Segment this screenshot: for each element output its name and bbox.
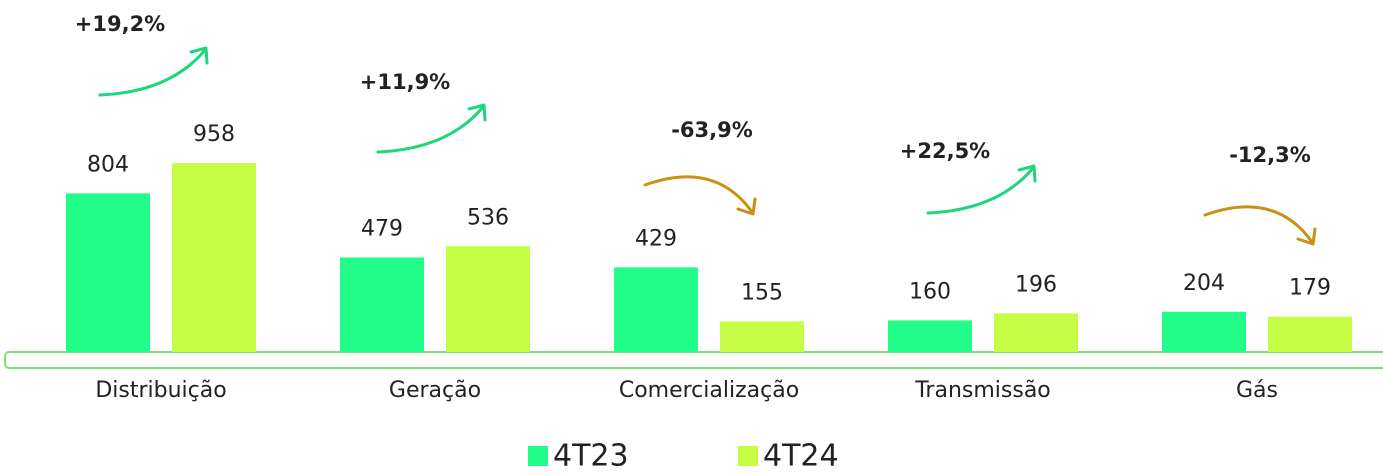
trend-arrowhead	[1017, 164, 1037, 183]
value-label: 958	[193, 122, 235, 147]
trend-arrow	[926, 166, 1035, 215]
value-label: 479	[361, 217, 403, 242]
value-label: 204	[1183, 271, 1225, 296]
annotation: +11,9%	[360, 70, 450, 94]
annotation: +22,5%	[900, 139, 990, 163]
trend-arrow	[1203, 205, 1314, 244]
annotation: -12,3%	[1229, 143, 1311, 167]
value-label: 155	[741, 280, 783, 305]
bar	[172, 163, 256, 352]
bar	[888, 320, 972, 352]
bar	[340, 257, 424, 352]
bar	[994, 313, 1078, 352]
x-tick-label: Gás	[1236, 378, 1278, 403]
value-label: 196	[1015, 272, 1057, 297]
trend-arrowhead	[736, 197, 757, 216]
bar	[66, 193, 150, 352]
legend-label: 4T24	[763, 439, 839, 474]
x-tick-label: Geração	[389, 378, 481, 403]
bar	[720, 321, 804, 352]
annotation: +19,2%	[75, 12, 165, 36]
trend-arrowhead	[1296, 227, 1317, 246]
value-label: 536	[467, 205, 509, 230]
bar	[1162, 311, 1246, 352]
bar	[446, 246, 530, 352]
trend-arrowhead	[467, 103, 487, 122]
annotation: -63,9%	[671, 118, 753, 142]
baseline-band	[4, 351, 1383, 369]
trend-arrowhead	[189, 46, 209, 65]
bar	[1268, 316, 1352, 352]
value-label: 179	[1289, 276, 1331, 301]
value-label: 429	[635, 226, 677, 251]
x-tick-label: Distribuição	[95, 378, 226, 403]
x-tick-label: Comercialização	[619, 378, 799, 403]
legend-swatch	[738, 446, 758, 466]
trend-arrow	[376, 105, 485, 154]
legend-label: 4T23	[553, 439, 629, 474]
trend-arrow	[98, 48, 207, 97]
value-label: 160	[909, 279, 951, 304]
bar	[614, 267, 698, 352]
x-tick-label: Transmissão	[914, 378, 1051, 403]
trend-arrow	[643, 175, 754, 214]
legend-swatch	[528, 446, 548, 466]
value-label: 804	[87, 152, 129, 177]
